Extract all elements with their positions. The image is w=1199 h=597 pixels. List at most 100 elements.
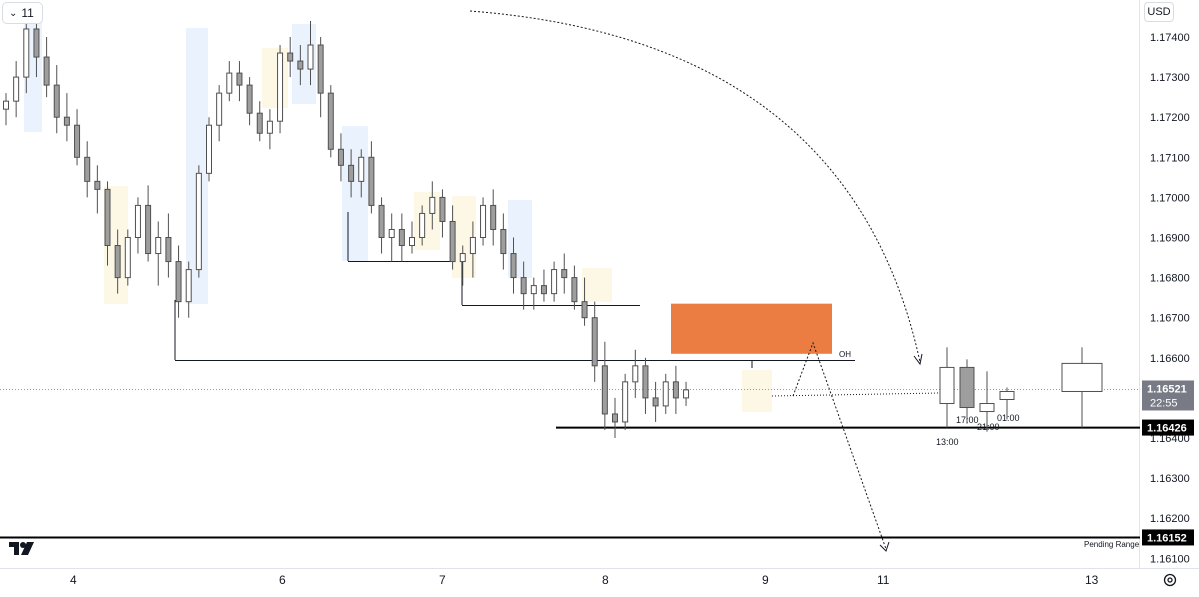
session-band <box>186 28 208 304</box>
tradingview-logo-icon <box>9 542 34 555</box>
candle-body <box>23 28 30 78</box>
price-tick-label: 1.16300 <box>1150 473 1190 485</box>
time-tick-label: 9 <box>762 573 769 587</box>
candle-body <box>277 52 284 122</box>
candle-body <box>216 92 223 126</box>
htf-candle-body <box>999 390 1015 401</box>
candle-body <box>612 413 618 423</box>
candle-body <box>469 237 476 255</box>
last-price-label: 1.16521 <box>1147 383 1187 395</box>
session-band <box>342 126 368 261</box>
candle-body <box>388 228 395 238</box>
candle-body <box>642 365 649 399</box>
time-tick-label: 6 <box>279 573 286 587</box>
currency-selector-button[interactable]: USD <box>1144 2 1174 22</box>
candle-body <box>226 72 233 94</box>
candle-body <box>490 204 497 230</box>
candle-body <box>409 237 415 247</box>
price-tick-label: 1.16600 <box>1150 353 1190 365</box>
chevron-down-icon: ⌄ <box>9 7 18 19</box>
candle-body <box>206 124 212 174</box>
supply-zone[interactable] <box>671 303 832 354</box>
price-tick-label: 1.16800 <box>1150 273 1190 285</box>
candle-body <box>530 285 537 295</box>
candle-body <box>195 172 202 271</box>
candle-body <box>246 84 253 114</box>
candle-body <box>165 237 172 263</box>
dotted-guide-line <box>771 392 941 397</box>
session-band <box>742 370 772 412</box>
currency-label: USD <box>1147 6 1171 18</box>
last-price-badge <box>1142 380 1194 411</box>
time-label: 21:00 <box>977 422 1000 432</box>
candle-body <box>74 124 81 158</box>
projection-arrow[interactable] <box>792 341 887 550</box>
candle-body <box>33 28 40 58</box>
candle-body <box>327 92 334 150</box>
candle-body <box>459 253 466 263</box>
candle-body <box>551 269 558 295</box>
candle-body <box>175 261 182 303</box>
time-label: 17:00 <box>956 415 979 425</box>
candle-body <box>145 204 152 255</box>
candle-body <box>449 220 456 263</box>
price-tick-label: 1.17200 <box>1150 112 1190 124</box>
candle-body <box>358 156 365 182</box>
pending-range-label: Pending Range <box>1084 540 1140 549</box>
interval-selector-button[interactable]: ⌄ 11 <box>2 2 43 24</box>
candle-body <box>3 100 9 110</box>
candle-body <box>429 196 436 214</box>
htf-candle-body <box>979 403 995 413</box>
candle-body <box>348 164 355 182</box>
time-tick-label: 4 <box>70 573 77 587</box>
candle-body <box>622 381 629 423</box>
candle-body <box>43 56 50 86</box>
candle-body <box>652 397 659 407</box>
candle-body <box>185 269 192 303</box>
htf-candle-body <box>1061 362 1103 392</box>
time-label: 13:00 <box>936 437 959 447</box>
candle-body <box>581 301 588 319</box>
level-price-label: 1.16426 <box>1147 423 1187 435</box>
candle-body <box>672 381 679 399</box>
candle-body <box>540 285 547 295</box>
candle-body <box>236 72 243 86</box>
candle-body <box>378 204 385 238</box>
level-price-label: 1.16152 <box>1147 532 1187 544</box>
tradingview-logo[interactable] <box>8 540 40 556</box>
candle-body <box>114 245 121 279</box>
candle-body <box>63 116 70 126</box>
candle-body <box>94 180 101 190</box>
candle-body <box>398 228 405 247</box>
interval-label: 11 <box>21 6 34 20</box>
time-tick-label: 8 <box>602 573 609 587</box>
candle-body <box>571 277 578 303</box>
candle-body <box>337 148 344 166</box>
candle-body <box>591 317 598 367</box>
candle-body <box>480 204 487 238</box>
price-tick-label: 1.17300 <box>1150 72 1190 84</box>
candle-body <box>439 196 446 222</box>
candle-body <box>256 112 263 134</box>
candle-body <box>419 212 426 239</box>
price-tick-label: 1.17100 <box>1150 152 1190 164</box>
candle-body <box>368 156 375 206</box>
candle-body <box>84 156 91 182</box>
price-tick-label: 1.16100 <box>1150 553 1190 565</box>
session-band <box>452 196 476 278</box>
countdown-label: 22:55 <box>1150 397 1178 409</box>
level-price-badge <box>1142 529 1194 546</box>
candle-body <box>510 253 517 279</box>
oh-label: OH <box>839 350 851 359</box>
projection-arrow[interactable] <box>469 10 921 363</box>
chart-settings-button[interactable] <box>1160 570 1180 590</box>
candle-body <box>297 60 304 70</box>
arrow-head-icon <box>913 353 923 366</box>
htf-candle-body <box>959 366 975 409</box>
candle-body <box>632 365 639 383</box>
candle-body <box>155 237 162 255</box>
price-scale <box>1140 0 1199 568</box>
candle-body <box>134 204 141 238</box>
